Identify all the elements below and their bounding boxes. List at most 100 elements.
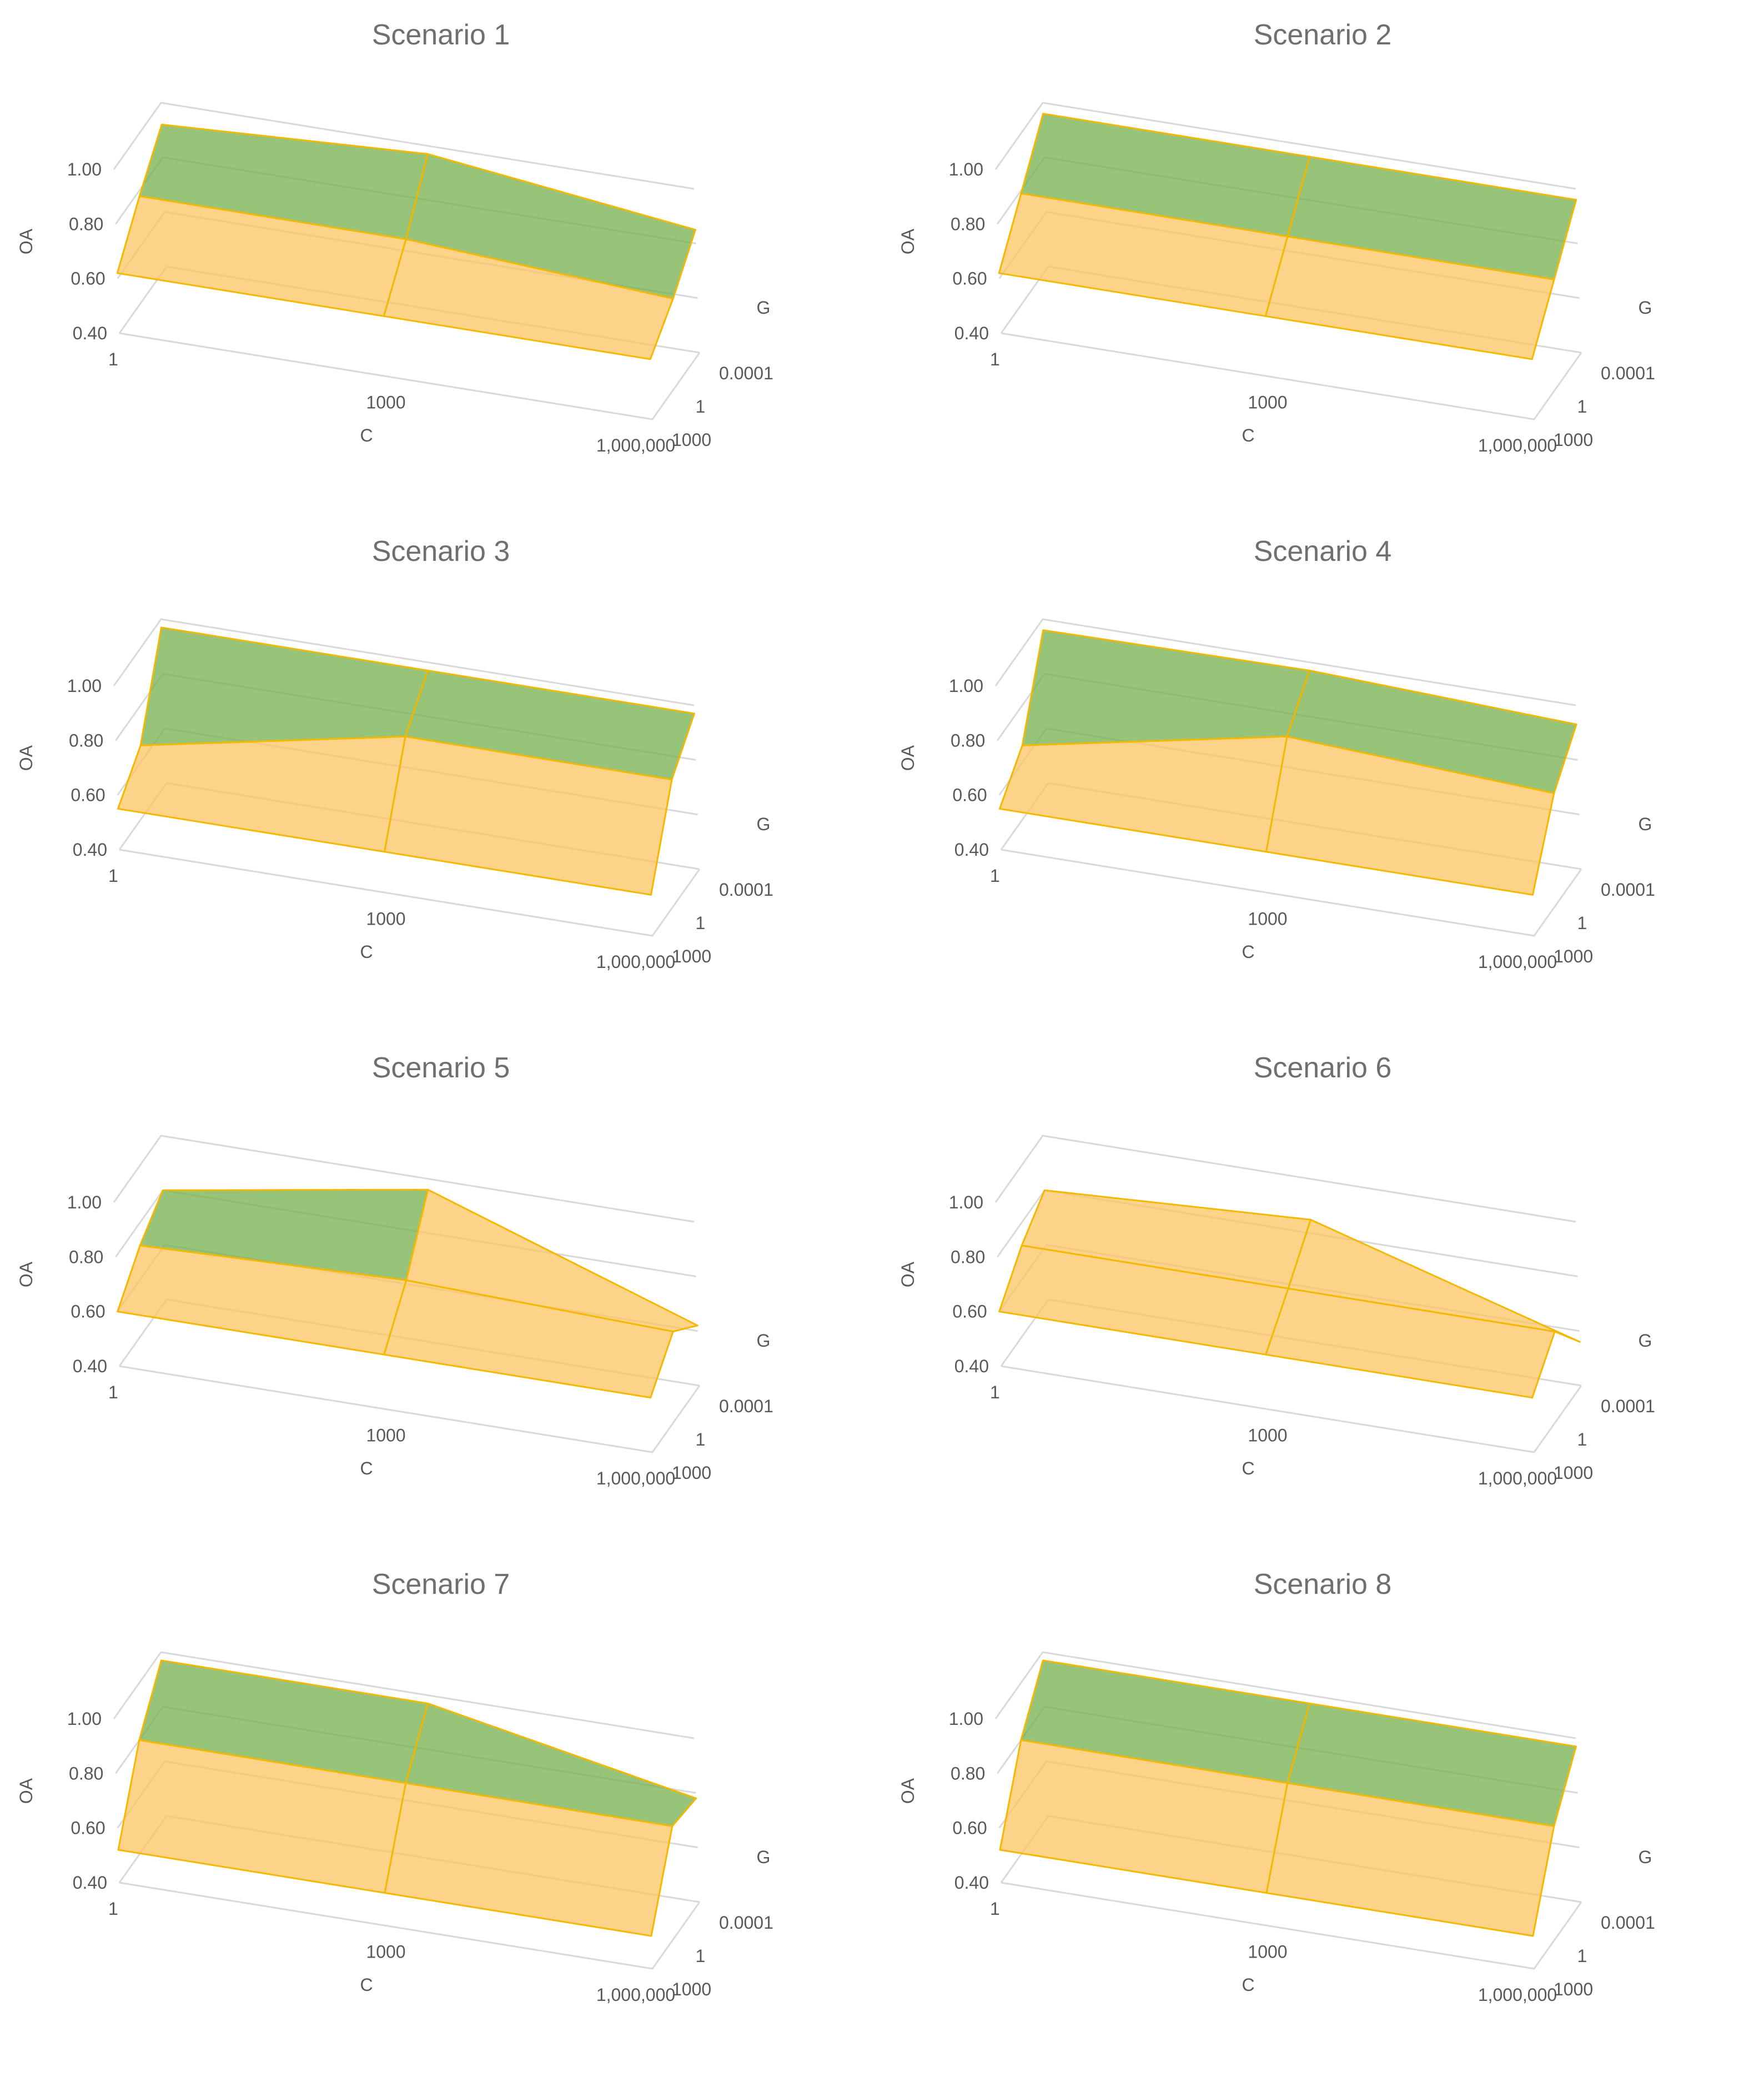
chart-panel-scenario-1: Scenario 1 0.40 0.60 0.80 1.00 1 1000 1,000,000… (0, 0, 882, 528)
surface-cell (383, 238, 674, 360)
floor-edge (119, 332, 701, 420)
floor-edge (1001, 1365, 1582, 1453)
z-tick-label: 0.40 (954, 1356, 989, 1376)
chart-title: Scenario 3 (372, 535, 510, 568)
y-axis-label: G (757, 1847, 771, 1867)
chart-title: Scenario 5 (372, 1052, 510, 1084)
x-tick-label: 1,000,000 (596, 1985, 675, 2005)
z-tick-label: 0.60 (952, 269, 987, 289)
y-tick-label: 0.0001 (1601, 1913, 1655, 1933)
surface-cell (384, 735, 673, 896)
z-tick-label: 1.00 (949, 1709, 983, 1729)
z-tick-label: 1.00 (67, 159, 102, 179)
z-tick-label: 1.00 (67, 1709, 102, 1729)
z-axis-label: OA (898, 1778, 918, 1804)
y-tick-label: 1 (1577, 1946, 1587, 1966)
z-tick-label: 1.00 (949, 1192, 983, 1212)
z-tick-label: 1.00 (67, 1192, 102, 1212)
chart-title: Scenario 8 (1254, 1568, 1392, 1601)
y-axis-label: G (757, 298, 771, 318)
y-tick-label: 1000 (672, 1979, 711, 1999)
x-tick-label: 1 (108, 866, 118, 886)
surface-cell (1265, 735, 1555, 896)
x-axis-label: C (1242, 942, 1254, 962)
x-tick-label: 1 (108, 1899, 118, 1919)
x-tick-label: 1000 (366, 1942, 405, 1962)
y-tick-label: 0.0001 (1601, 880, 1655, 900)
z-tick-label: 0.40 (954, 323, 989, 343)
y-axis-label: G (1639, 1331, 1652, 1351)
surface-cell (383, 1279, 674, 1399)
z-tick-label: 0.40 (73, 840, 107, 860)
y-axis-label: G (1639, 814, 1652, 834)
z-tick-label: 0.80 (951, 1763, 985, 1783)
x-axis-label: C (360, 1458, 373, 1478)
chart-panel-scenario-6: Scenario 6 0.40 0.60 0.80 1.00 1 1000 1,000,000… (882, 1033, 1763, 1561)
z-tick-label: 0.40 (954, 840, 989, 860)
y-tick-label: 1 (1577, 1429, 1587, 1449)
x-tick-label: 1,000,000 (596, 435, 675, 455)
surface-chart: Scenario 30.400.600.801.00110001,000,000… (16, 535, 773, 972)
z-tick-label: 0.60 (71, 269, 105, 289)
z-tick-label: 0.40 (73, 1356, 107, 1376)
x-tick-label: 1,000,000 (596, 1468, 675, 1488)
x-tick-label: 1000 (1248, 1942, 1287, 1962)
surface-cell (1265, 1287, 1556, 1399)
x-axis-label: C (1242, 1975, 1254, 1995)
z-axis-label: OA (898, 228, 918, 254)
y-tick-label: 0.0001 (1601, 363, 1655, 383)
chart-panel-scenario-3: Scenario 3 0.40 0.60 0.80 1.00 1 1000 1,000,000… (0, 516, 882, 1044)
x-tick-label: 1000 (1248, 393, 1287, 413)
z-tick-label: 0.60 (952, 1302, 987, 1322)
z-tick-label: 0.80 (951, 214, 985, 234)
x-tick-label: 1000 (1248, 909, 1287, 929)
y-tick-label: 1 (696, 1429, 706, 1449)
z-axis-label: OA (16, 1778, 36, 1804)
x-tick-label: 1,000,000 (1478, 1985, 1557, 2005)
y-tick-label: 0.0001 (719, 880, 773, 900)
z-tick-label: 0.60 (71, 1302, 105, 1322)
y-tick-label: 1 (696, 1946, 706, 1966)
x-tick-label: 1 (990, 1899, 1000, 1919)
y-tick-label: 1000 (672, 1463, 711, 1483)
y-tick-label: 1 (696, 397, 706, 417)
floor-edge (119, 849, 701, 937)
floor-edge (1001, 1882, 1582, 1970)
floor-edge (1001, 849, 1582, 937)
y-axis-label: G (1639, 298, 1652, 318)
y-tick-label: 0.0001 (719, 1396, 773, 1416)
x-tick-label: 1000 (366, 1426, 405, 1446)
surface-cell (117, 735, 406, 853)
z-axis-label: OA (16, 1261, 36, 1287)
gridline (994, 1651, 1576, 1739)
z-axis-label: OA (898, 745, 918, 771)
y-tick-label: 1000 (1554, 430, 1593, 450)
z-tick-label: 1.00 (949, 159, 983, 179)
chart-title: Scenario 1 (372, 19, 510, 51)
y-tick-label: 1 (1577, 913, 1587, 933)
z-axis-label: OA (898, 1261, 918, 1287)
z-tick-label: 0.60 (952, 1818, 987, 1838)
y-tick-label: 0.0001 (719, 1913, 773, 1933)
z-tick-label: 0.80 (69, 1247, 103, 1267)
y-tick-label: 1000 (1554, 946, 1593, 966)
y-tick-label: 0.0001 (1601, 1396, 1655, 1416)
y-axis-label: G (1639, 1847, 1652, 1867)
z-tick-label: 1.00 (949, 676, 983, 696)
z-tick-label: 0.40 (73, 323, 107, 343)
surface-chart: Scenario 60.400.600.801.00110001,000,000… (898, 1052, 1655, 1488)
y-tick-label: 1000 (1554, 1463, 1593, 1483)
surface-cell (1264, 235, 1555, 360)
y-axis-label: G (757, 814, 771, 834)
surface-chart: Scenario 80.400.600.801.00110001,000,000… (898, 1568, 1655, 2005)
surface-cell (1265, 1782, 1555, 1937)
chart-panel-scenario-2: Scenario 2 0.40 0.60 0.80 1.00 1 1000 1,000,000… (882, 0, 1763, 528)
x-tick-label: 1,000,000 (596, 952, 675, 972)
chart-title: Scenario 4 (1254, 535, 1392, 568)
surface-cell (139, 626, 429, 746)
surface-chart: Scenario 20.400.600.801.00110001,000,000… (898, 19, 1655, 455)
z-tick-label: 0.80 (951, 730, 985, 750)
gridline (994, 1135, 1576, 1223)
z-tick-label: 0.80 (69, 214, 103, 234)
floor-edge (1001, 332, 1582, 420)
